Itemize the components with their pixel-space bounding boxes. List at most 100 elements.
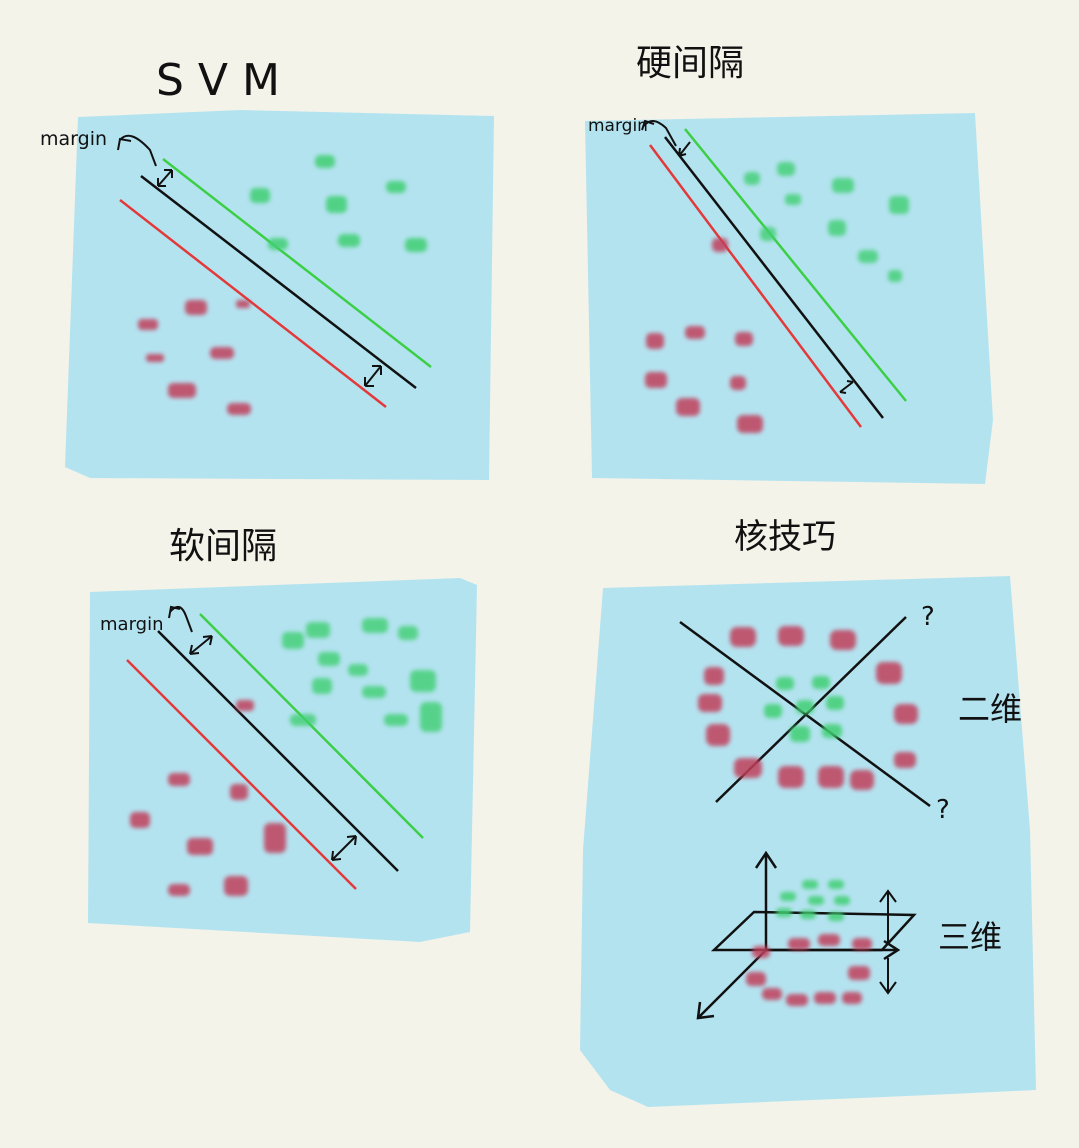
positive-point [312, 678, 332, 694]
positive-point [338, 234, 360, 247]
negative-point [676, 398, 700, 416]
negative-point [646, 333, 664, 349]
panel-kernel-trick-background [580, 576, 1036, 1107]
margin-pointer-arrow [168, 605, 193, 633]
negative-point [236, 700, 254, 711]
negative-point [830, 630, 856, 650]
hyperplane-line [664, 136, 884, 419]
separating-plane [710, 910, 917, 952]
negative-points [645, 238, 763, 433]
negative-point [712, 238, 728, 252]
negative-point [737, 415, 763, 433]
positive-point [790, 726, 810, 742]
positive-points [764, 676, 844, 742]
positive-point [250, 188, 270, 203]
positive-point [822, 724, 842, 738]
hyperplane-line [157, 630, 399, 872]
positive-point [405, 238, 427, 252]
negative-point [168, 773, 190, 786]
positive-point [306, 622, 330, 638]
margin-pointer-arrow [641, 119, 677, 147]
negative-points [130, 700, 286, 896]
negative-point [146, 354, 164, 362]
positive-point [776, 908, 792, 917]
y-axis-arrowhead [696, 1001, 715, 1020]
negative-point [224, 876, 248, 896]
negative-point [645, 372, 667, 388]
positive-point [362, 686, 386, 698]
positive-point [420, 702, 442, 732]
negative-point [264, 823, 286, 853]
negative-point [706, 724, 730, 746]
positive-point [318, 652, 340, 666]
annotation-3d: 三维 [938, 918, 1002, 956]
negative-point [168, 884, 190, 896]
negative-point [852, 938, 872, 950]
question-mark: ? [936, 795, 950, 825]
positive-point [889, 196, 909, 214]
negative-point [778, 626, 804, 646]
positive-point [290, 714, 316, 726]
positive-point [384, 714, 408, 726]
z-axis-arrowhead [754, 850, 778, 869]
positive-point [828, 912, 844, 921]
panel-svm-background [65, 110, 494, 480]
positive-point [362, 618, 388, 633]
negative-point [704, 667, 724, 685]
negative-point [814, 992, 836, 1004]
positive-point [764, 704, 782, 718]
positive-point [834, 896, 850, 905]
margin-double-arrow [839, 380, 854, 394]
negative-point [168, 383, 196, 398]
panel-soft-margin-margin-label: margin [100, 614, 163, 635]
plane-shift-arrow [879, 958, 897, 995]
negative-point [786, 994, 808, 1006]
panel-hard-margin-title: 硬间隔 [636, 43, 744, 84]
negative-margin-line [119, 199, 387, 408]
positive-point [760, 227, 776, 241]
positive-point [398, 626, 418, 640]
negative-point [730, 376, 746, 390]
positive-point [780, 892, 796, 901]
negative-point [850, 770, 874, 790]
panel-kernel-trick: 核技巧 ? ? 二维 [580, 517, 1036, 1107]
negative-point [842, 992, 862, 1004]
positive-margin-line [162, 158, 432, 368]
negative-point [848, 966, 870, 980]
negative-point [236, 300, 250, 308]
negative-point [894, 752, 916, 768]
positive-points [744, 162, 909, 282]
negative-point [818, 934, 840, 946]
panel-kernel-trick-title: 核技巧 [734, 517, 836, 557]
positive-points [776, 880, 850, 921]
negative-point [746, 972, 766, 986]
panel-svm-title: SVM [156, 55, 294, 106]
margin-double-arrow [157, 169, 173, 187]
negative-point [227, 403, 251, 415]
panel-hard-margin-margin-label: margin [588, 116, 648, 136]
hyperplane-line [140, 175, 417, 389]
negative-point [778, 766, 804, 788]
negative-point [685, 326, 705, 339]
negative-point [230, 784, 248, 800]
positive-point [828, 220, 846, 236]
positive-points [250, 155, 427, 252]
negative-points [138, 300, 251, 415]
negative-point [762, 988, 782, 1000]
positive-point [812, 676, 830, 689]
positive-point [315, 155, 335, 168]
panel-svm: SVM margin [40, 55, 494, 480]
positive-point [800, 910, 816, 919]
negative-points [698, 626, 918, 790]
negative-point [138, 319, 158, 330]
positive-point [808, 896, 824, 905]
positive-point [268, 238, 288, 250]
negative-point [730, 627, 756, 647]
negative-margin-line [648, 144, 863, 428]
positive-point [802, 880, 818, 889]
positive-point [776, 677, 794, 690]
positive-margin-line [199, 613, 424, 839]
positive-point [858, 250, 878, 263]
negative-point [210, 347, 234, 359]
negative-point [187, 838, 213, 855]
